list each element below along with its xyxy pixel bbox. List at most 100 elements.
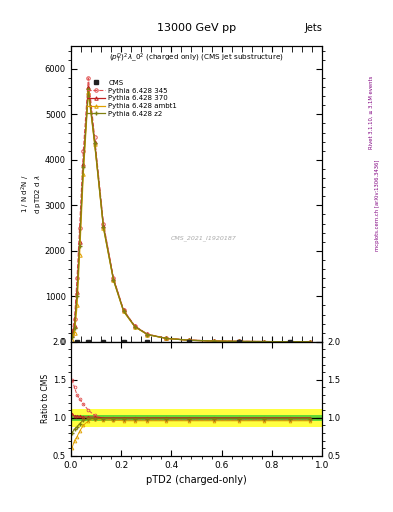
X-axis label: pTD2 (charged-only): pTD2 (charged-only) — [146, 475, 247, 485]
Pythia 6.428 370 — [164, 335, 169, 342]
Pythia 6.428 ambt1 — [187, 337, 191, 344]
Pythia 6.428 z2 — [70, 334, 74, 340]
Bar — [76, 409, 78, 427]
Bar — [299, 409, 322, 427]
Pythia 6.428 z2 — [77, 243, 82, 249]
Pythia 6.428 345 — [262, 338, 267, 345]
Pythia 6.428 z2 — [92, 139, 97, 145]
CMS — [101, 339, 106, 345]
Pythia 6.428 z2 — [111, 277, 116, 283]
Pythia 6.428 370 — [132, 324, 137, 330]
Bar — [86, 409, 92, 427]
Line: CMS: CMS — [75, 340, 291, 344]
Bar — [78, 415, 81, 421]
Pythia 6.428 ambt1 — [75, 303, 79, 309]
Bar — [71, 415, 73, 421]
Bar — [178, 415, 202, 421]
Bar — [299, 415, 322, 421]
Pythia 6.428 370 — [307, 339, 312, 345]
Pythia 6.428 345 — [77, 225, 82, 231]
Pythia 6.428 370 — [72, 323, 77, 329]
Bar — [202, 409, 227, 427]
Pythia 6.428 ambt1 — [145, 332, 150, 338]
Pythia 6.428 ambt1 — [86, 89, 91, 95]
Pythia 6.428 ambt1 — [164, 335, 169, 342]
Bar — [178, 409, 202, 427]
Pythia 6.428 370 — [75, 289, 79, 295]
Pythia 6.428 370 — [287, 338, 292, 345]
Pythia 6.428 345 — [237, 338, 242, 345]
CMS — [237, 339, 242, 345]
Bar — [73, 415, 76, 421]
Bar — [227, 415, 252, 421]
Pythia 6.428 345 — [111, 275, 116, 281]
Bar — [119, 409, 129, 427]
Pythia 6.428 ambt1 — [307, 339, 312, 345]
CMS — [75, 339, 79, 345]
Bar — [78, 409, 81, 427]
Pythia 6.428 z2 — [287, 338, 292, 345]
Bar — [141, 415, 157, 421]
CMS — [145, 339, 150, 345]
Bar — [81, 409, 86, 427]
Bar — [252, 409, 277, 427]
Pythia 6.428 ambt1 — [132, 324, 137, 330]
Bar — [92, 415, 99, 421]
Line: Pythia 6.428 370: Pythia 6.428 370 — [70, 86, 311, 344]
CMS — [287, 339, 292, 345]
Pythia 6.428 370 — [77, 239, 82, 245]
Pythia 6.428 z2 — [132, 324, 137, 330]
Pythia 6.428 ambt1 — [121, 308, 126, 314]
Pythia 6.428 345 — [72, 316, 77, 322]
CMS — [187, 339, 191, 345]
Pythia 6.428 370 — [262, 338, 267, 345]
Pythia 6.428 ambt1 — [212, 338, 217, 344]
Bar — [119, 415, 129, 421]
Pythia 6.428 z2 — [164, 335, 169, 342]
Bar — [99, 409, 108, 427]
Pythia 6.428 ambt1 — [287, 338, 292, 345]
Bar — [277, 409, 299, 427]
Pythia 6.428 z2 — [145, 331, 150, 337]
Pythia 6.428 ambt1 — [92, 141, 97, 147]
Pythia 6.428 345 — [101, 221, 106, 227]
Pythia 6.428 345 — [164, 335, 169, 342]
Pythia 6.428 370 — [92, 139, 97, 145]
Pythia 6.428 ambt1 — [111, 278, 116, 284]
Pythia 6.428 ambt1 — [237, 338, 242, 345]
Bar — [157, 415, 178, 421]
Pythia 6.428 345 — [75, 275, 79, 281]
Y-axis label: 1 / $\mathrm{N}$ $\mathrm{d}^2\mathrm{N}$ /
$\mathrm{d}$ pTD2 $\mathrm{d}$ $\lam: 1 / $\mathrm{N}$ $\mathrm{d}^2\mathrm{N}… — [20, 174, 43, 214]
CMS — [121, 339, 126, 345]
Bar — [108, 415, 119, 421]
Pythia 6.428 345 — [92, 134, 97, 140]
Pythia 6.428 z2 — [81, 164, 86, 170]
Text: mcplots.cern.ch [arXiv:1306.3436]: mcplots.cern.ch [arXiv:1306.3436] — [375, 159, 380, 250]
Line: Pythia 6.428 z2: Pythia 6.428 z2 — [70, 87, 312, 344]
CMS — [86, 339, 91, 345]
Pythia 6.428 370 — [212, 338, 217, 344]
Bar — [277, 415, 299, 421]
Bar — [108, 409, 119, 427]
Pythia 6.428 370 — [121, 307, 126, 313]
Bar — [71, 409, 73, 427]
Bar — [141, 409, 157, 427]
Pythia 6.428 370 — [81, 161, 86, 167]
Text: 13000 GeV pp: 13000 GeV pp — [157, 23, 236, 33]
Text: Rivet 3.1.10, ≥ 3.1M events: Rivet 3.1.10, ≥ 3.1M events — [369, 76, 374, 150]
Line: Pythia 6.428 345: Pythia 6.428 345 — [70, 76, 311, 344]
Pythia 6.428 z2 — [237, 338, 242, 345]
Pythia 6.428 370 — [101, 223, 106, 229]
Pythia 6.428 z2 — [307, 339, 312, 345]
Pythia 6.428 345 — [121, 307, 126, 313]
Pythia 6.428 z2 — [75, 293, 79, 300]
Pythia 6.428 ambt1 — [72, 330, 77, 336]
Bar — [73, 409, 76, 427]
Pythia 6.428 345 — [145, 331, 150, 337]
Pythia 6.428 ambt1 — [77, 252, 82, 259]
Pythia 6.428 370 — [111, 276, 116, 282]
Pythia 6.428 ambt1 — [70, 336, 74, 343]
Bar — [86, 415, 92, 421]
Pythia 6.428 z2 — [101, 224, 106, 230]
Bar — [227, 409, 252, 427]
